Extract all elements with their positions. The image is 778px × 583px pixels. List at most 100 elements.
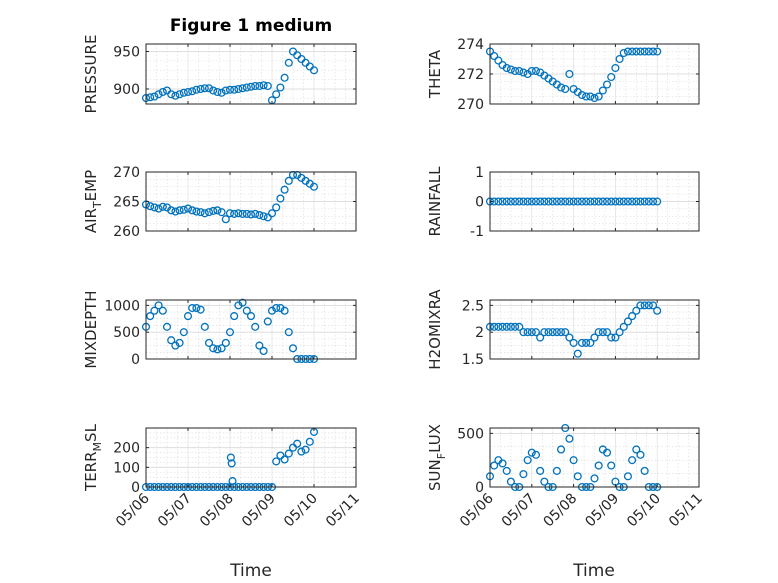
x-axis-label-right: Time — [572, 561, 615, 581]
data-point — [628, 312, 637, 321]
data-point — [183, 204, 193, 213]
data-point — [632, 47, 641, 56]
data-point — [284, 58, 293, 67]
data-point — [167, 336, 176, 345]
data-point — [309, 182, 319, 191]
subplot-1: 900 950 PRESSURE — [82, 35, 357, 113]
data-point — [598, 328, 607, 337]
y-tick-label: 200 — [113, 441, 140, 457]
data-point — [167, 90, 176, 99]
data-point — [263, 81, 272, 91]
data-point — [607, 197, 616, 206]
data-point — [540, 477, 549, 486]
data-point — [154, 90, 163, 99]
data-point — [276, 83, 285, 92]
data-point — [498, 459, 507, 468]
data-point — [251, 322, 260, 331]
data-point — [557, 83, 566, 92]
data-point — [305, 437, 314, 446]
data-point — [242, 306, 251, 315]
figure-title: Figure 1 medium — [170, 16, 332, 36]
data-point — [234, 84, 243, 94]
data-point — [561, 197, 570, 206]
data-point — [494, 322, 503, 331]
data-point — [196, 305, 205, 314]
data-point — [255, 81, 264, 91]
data-point — [238, 209, 247, 218]
data-point — [188, 303, 197, 313]
data-point — [586, 197, 595, 206]
axes-background — [146, 44, 356, 104]
data-point — [586, 338, 595, 347]
y-tick-label: 1000 — [104, 298, 140, 314]
data-point — [280, 73, 289, 82]
data-point — [225, 328, 235, 337]
data-point — [146, 202, 155, 211]
data-point — [644, 301, 653, 310]
data-point — [246, 82, 256, 91]
data-point — [506, 477, 515, 486]
x-tick-label: 05/07 — [155, 491, 195, 531]
y-tick-label: 500 — [457, 426, 484, 442]
data-point — [502, 197, 511, 206]
data-point — [548, 328, 557, 337]
data-point — [531, 328, 541, 337]
data-point — [636, 197, 645, 206]
data-point — [204, 208, 214, 217]
axes-box — [489, 299, 700, 360]
data-point — [221, 338, 230, 347]
data-point — [494, 56, 503, 65]
data-point — [636, 47, 645, 56]
y-tick-label: 0 — [131, 352, 140, 368]
data-point — [490, 322, 499, 331]
data-point — [540, 197, 549, 206]
data-point — [272, 303, 281, 313]
subplot-2: 270 272 274 THETA — [426, 37, 700, 113]
y-axis-label: RAINFALL — [426, 166, 444, 237]
data-point — [573, 349, 582, 358]
data-point — [309, 66, 319, 75]
data-point — [225, 85, 235, 94]
data-point — [204, 84, 214, 93]
data-point — [502, 63, 511, 73]
subplot-7: 0 100 200 05/06 05/07 05/08 05/09 05/10 05/11 TER… — [82, 423, 363, 530]
x-axis-label-left: Time — [229, 561, 272, 581]
data-point — [590, 333, 599, 342]
data-point — [623, 472, 632, 481]
x-tick-label: 05/11 — [666, 491, 706, 531]
data-point — [200, 209, 209, 218]
data-point — [209, 344, 218, 353]
y-tick-label: -1 — [470, 224, 484, 240]
data-point — [648, 47, 658, 56]
data-point — [623, 47, 632, 56]
data-point — [653, 47, 662, 56]
data-point — [519, 197, 528, 206]
data-point — [557, 197, 566, 206]
x-tick-label: 05/08 — [541, 491, 581, 531]
axes-box — [145, 427, 357, 488]
data-point — [569, 456, 578, 465]
data-point — [158, 306, 167, 315]
data-point — [573, 472, 582, 481]
data-point — [561, 84, 570, 94]
data-point — [146, 93, 155, 102]
data-point — [246, 312, 256, 321]
data-point — [527, 448, 536, 457]
x-tick-label: 05/06 — [113, 490, 153, 530]
data-point — [523, 328, 532, 337]
data-point — [272, 203, 281, 212]
data-point — [552, 328, 561, 337]
data-point — [242, 83, 251, 92]
data-point — [511, 66, 520, 76]
data-point — [577, 197, 587, 206]
data-point — [540, 328, 549, 337]
data-point — [158, 87, 167, 97]
data-point — [280, 185, 289, 194]
data-point — [619, 197, 628, 206]
data-point — [615, 328, 624, 337]
data-point — [272, 457, 281, 466]
data-point — [619, 48, 628, 58]
data-point — [506, 65, 515, 74]
data-point — [519, 68, 528, 77]
